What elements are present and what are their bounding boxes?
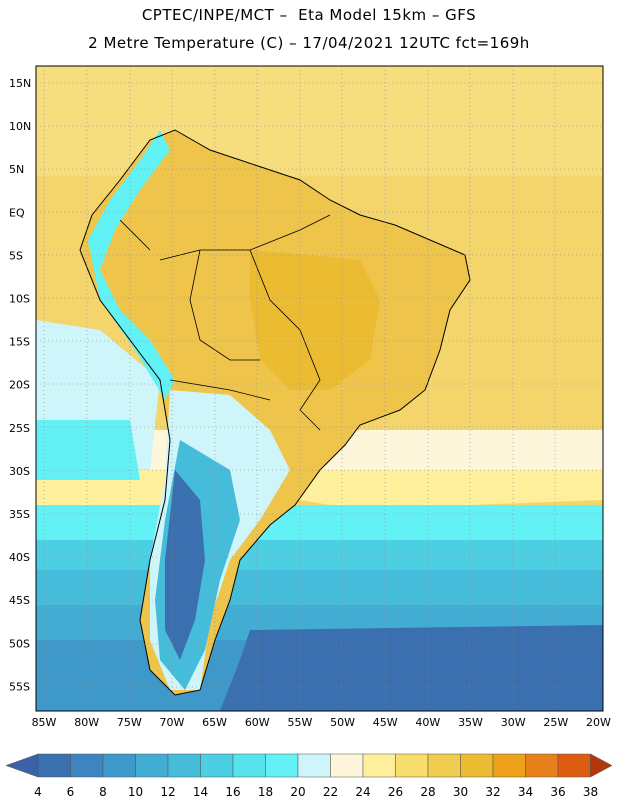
ocean-band-14 [36,540,603,575]
colorbar-swatch [232,753,266,778]
andes-north-cold [88,130,175,400]
map-field [36,66,603,711]
lat-label: 5N [9,163,24,176]
colorbar: 4 6 8 10 12 14 16 18 20 22 24 26 28 30 32 34 36 38 [5,753,613,799]
gridlines [36,66,603,711]
lon-label: 25W [543,716,568,729]
lon-label: 55W [287,716,312,729]
colorbar-label: 4 [34,785,42,799]
colorbar-swatch [70,753,104,778]
continent-outline [79,129,471,696]
colorbar-swatch [395,753,429,778]
colorbar-swatch [135,753,169,778]
lat-label: EQ [9,206,25,219]
lon-label: 60W [245,716,270,729]
lon-label: 45W [373,716,398,729]
colorbar-swatch [427,753,461,778]
lat-label: 40S [9,551,30,564]
colorbar-label: 18 [258,785,273,799]
lon-label: 80W [74,716,99,729]
lon-label: 35W [458,716,483,729]
colorbar-swatch [460,753,494,778]
colorbar-label: 24 [355,785,370,799]
map-frame [35,65,604,712]
chart-title: CPTEC/INPE/MCT – Eta Model 15km – GFS [141,6,477,24]
lon-label: 40W [415,716,440,729]
longitude-labels: 85W 80W 75W 70W 65W 60W 55W 50W 45W 40W 35W 30W 25W 2… [32,716,611,729]
colorbar-swatch [297,753,331,778]
colorbar-label: 20 [290,785,305,799]
colorbar-swatch [102,753,136,778]
colorbar-label: 16 [225,785,240,799]
lat-label: 30S [9,465,30,478]
colorbar-label: 8 [99,785,107,799]
chart-subtitle: 2 Metre Temperature (C) – 17/04/2021 12U… [88,34,530,52]
colorbar-label: 6 [67,785,75,799]
lon-label: 70W [160,716,185,729]
lon-label: 75W [117,716,142,729]
lat-label: 5S [9,249,23,262]
colorbar-swatch [37,753,71,778]
lat-label: 45S [9,594,30,607]
colorbar-label: 36 [550,785,565,799]
colorbar-swatch [200,753,234,778]
interior-hot-zone [250,250,380,390]
colorbar-swatch [525,753,559,778]
pacific-band-18 [36,420,140,480]
colorbar-max-arrow [590,753,613,778]
lon-label: 20W [586,716,611,729]
colorbar-label: 28 [420,785,435,799]
lon-label: 65W [202,716,227,729]
lat-label: 15N [9,77,31,90]
colorbar-label: 10 [128,785,143,799]
lon-label: 30W [501,716,526,729]
lon-label: 50W [330,716,355,729]
lon-label: 85W [32,716,57,729]
colorbar-swatch [492,753,526,778]
lat-label: 15S [9,336,30,349]
lat-label: 10S [9,293,30,306]
colorbar-swatch [362,753,396,778]
lat-label: 10N [9,120,31,133]
colorbar-swatch [167,753,201,778]
colorbar-label: 30 [453,785,468,799]
colorbar-swatch [557,753,591,778]
ocean-field-north [36,66,603,176]
ocean-band-12 [36,570,603,610]
colorbar-label: 38 [583,785,598,799]
colorbar-label: 12 [160,785,175,799]
colorbar-swatch [330,753,364,778]
andes-cold [165,470,205,660]
colorbar-swatch [265,753,299,778]
colorbar-label: 14 [193,785,208,799]
colorbar-label: 22 [323,785,338,799]
colorbar-label: 32 [485,785,500,799]
lat-label: 25S [9,422,30,435]
lat-label: 20S [9,379,30,392]
colorbar-label: 26 [388,785,403,799]
latitude-labels: 15N 10N 5N EQ 5S 10S 15S 20S 25S 30S 35S 40S 45S 50S 5… [9,77,31,693]
ocean-band-4 [220,625,603,711]
lat-label: 50S [9,637,30,650]
lat-label: 35S [9,508,30,521]
lat-label: 55S [9,680,30,693]
ocean-band-18 [36,505,603,545]
colorbar-min-arrow [5,753,39,778]
colorbar-label: 34 [518,785,533,799]
border-lines [119,214,331,431]
